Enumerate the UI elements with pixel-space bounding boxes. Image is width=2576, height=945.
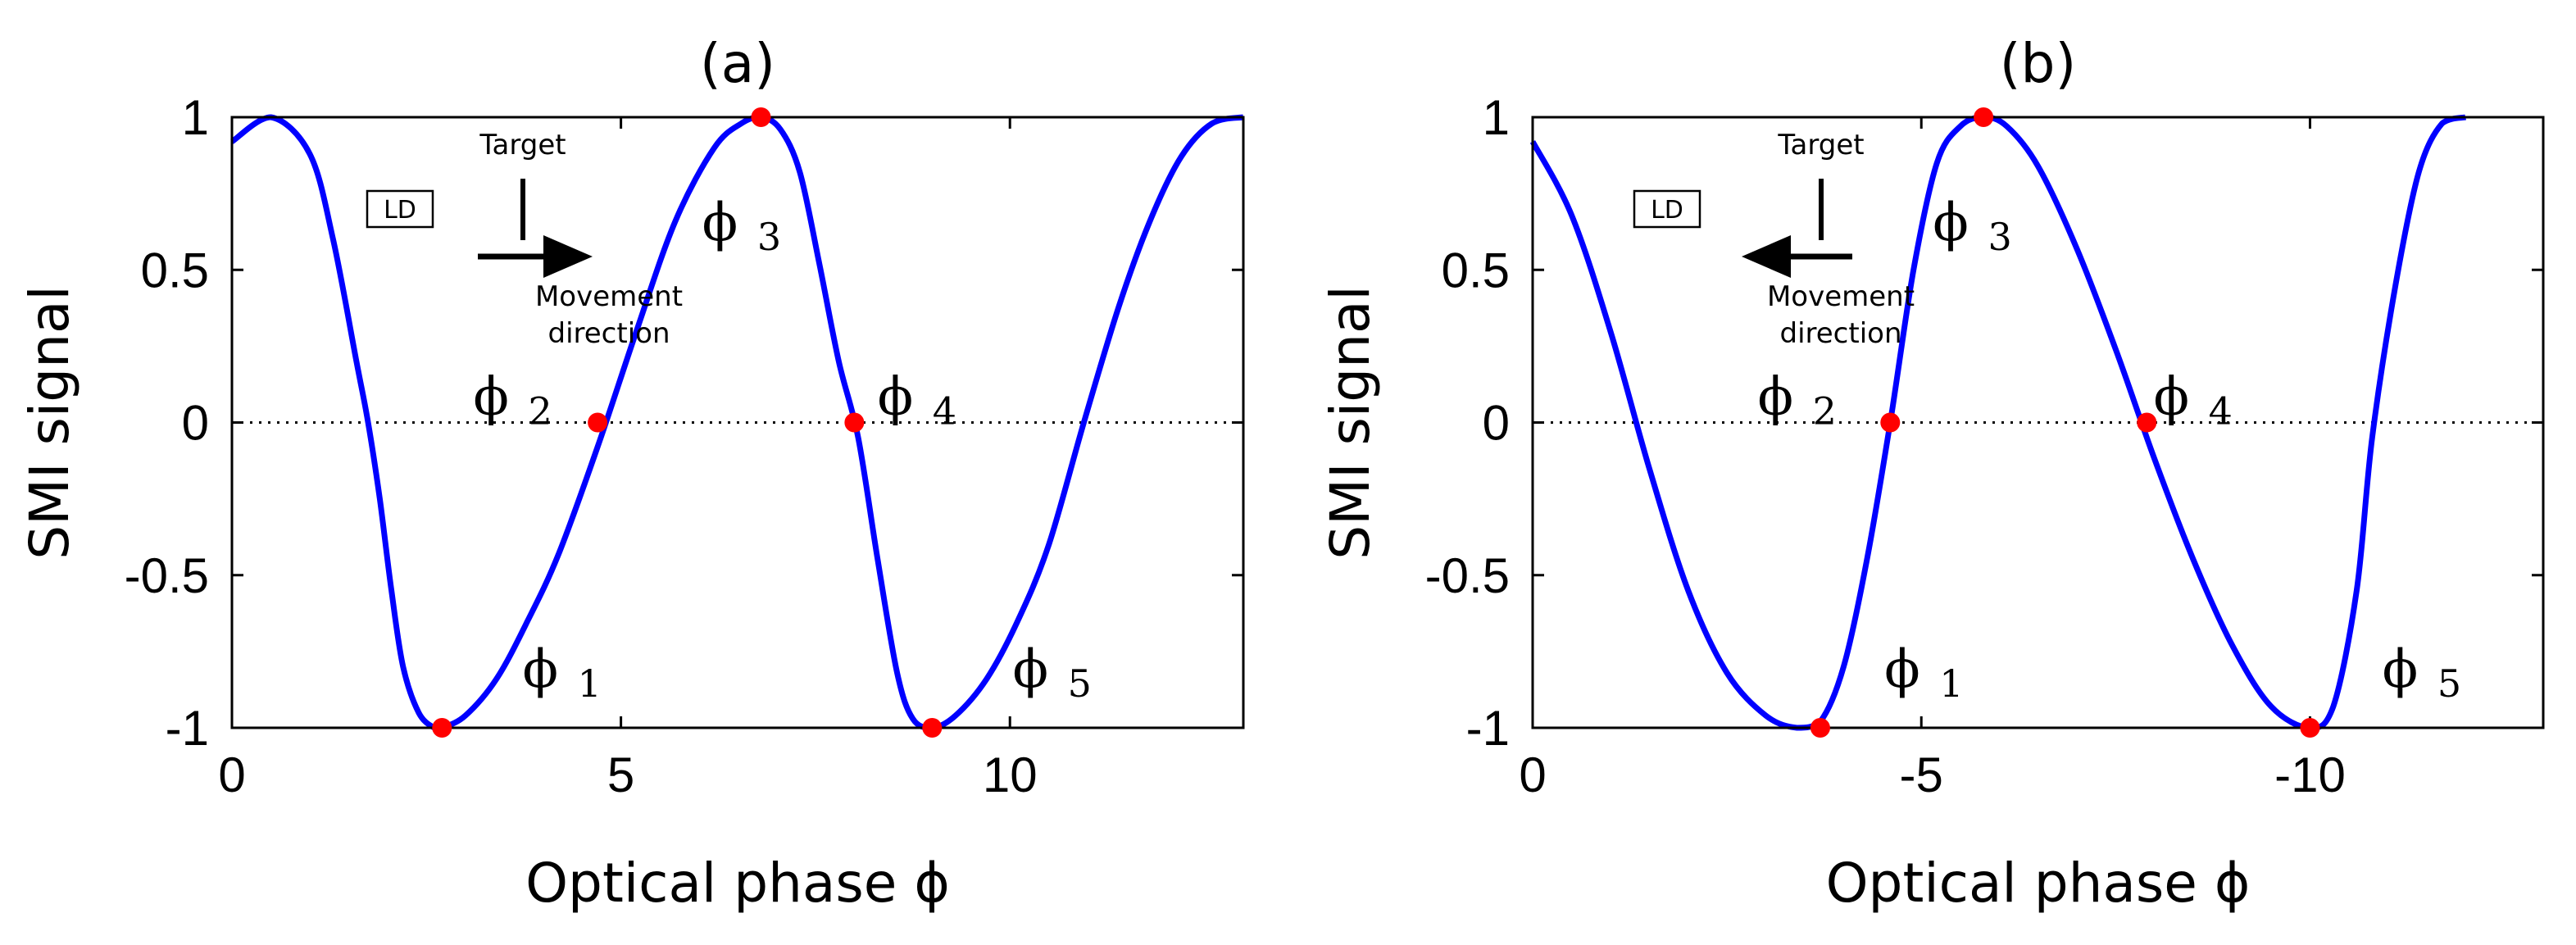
x-tick-label: 10 xyxy=(983,747,1038,802)
data-point xyxy=(432,718,452,738)
chart-title: (a) xyxy=(700,32,775,95)
phi-label: ϕ xyxy=(878,367,914,428)
phi-subscript: 5 xyxy=(2437,661,2461,706)
phi-label: ϕ xyxy=(2383,639,2419,700)
y-axis-label: SMI signal xyxy=(1319,285,1382,560)
data-point xyxy=(1974,107,1994,127)
target-label: Target xyxy=(479,129,566,161)
y-tick-label: 1 xyxy=(182,90,209,145)
phi-subscript: 2 xyxy=(528,389,552,434)
phi-label: ϕ xyxy=(1884,639,1920,700)
y-axis-label: SMI signal xyxy=(18,285,81,560)
ld-label: LD xyxy=(384,196,416,225)
phi-subscript: 2 xyxy=(1813,389,1837,434)
data-point xyxy=(844,412,865,433)
y-tick-label: 1 xyxy=(1483,90,1510,145)
phi-subscript: 1 xyxy=(578,661,602,706)
movement-arrow-head xyxy=(543,235,593,278)
phi-label: ϕ xyxy=(1757,367,1793,428)
target-label: Target xyxy=(1777,129,1864,161)
y-tick-label: -1 xyxy=(166,701,209,756)
y-tick-label: -1 xyxy=(1466,701,1510,756)
data-point xyxy=(1810,718,1830,738)
data-point xyxy=(922,718,943,738)
phi-subscript: 1 xyxy=(1939,661,1963,706)
y-tick-label: 0 xyxy=(1483,396,1510,451)
x-tick-label: -5 xyxy=(1900,747,1943,802)
x-tick-label: 0 xyxy=(218,747,245,802)
phi-subscript: 5 xyxy=(1068,661,1092,706)
x-tick-label: 0 xyxy=(1519,747,1546,802)
phi-label: ϕ xyxy=(2153,367,2189,428)
series-line xyxy=(229,114,1244,731)
chart-a: 0 5 10 1 0.5 0 -0.5 -1 (a) Optical phase ϕ SMI sig… xyxy=(18,32,1245,915)
y-tick-label: 0.5 xyxy=(141,243,209,298)
x-tick-label: -10 xyxy=(2274,747,2346,802)
x-axis-label: Optical phase ϕ xyxy=(1826,852,2251,915)
movement-arrow-head xyxy=(1742,235,1791,278)
ld-box xyxy=(366,189,434,229)
direction-label: direction xyxy=(1780,317,1902,350)
ld-label: LD xyxy=(1651,196,1683,225)
phi-subscript: 4 xyxy=(2209,389,2233,434)
phi-subscript: 3 xyxy=(1988,215,2011,259)
y-tick-label: 0 xyxy=(182,396,209,451)
x-tick-label: 5 xyxy=(607,747,634,802)
data-point xyxy=(2137,412,2157,433)
phi-label: ϕ xyxy=(1012,639,1048,700)
data-point xyxy=(2300,718,2320,738)
x-axis-label: Optical phase ϕ xyxy=(525,852,950,915)
chart-title: (b) xyxy=(2000,32,2076,95)
phi-label: ϕ xyxy=(702,193,738,253)
direction-label: direction xyxy=(548,317,670,350)
y-tick-label: -0.5 xyxy=(1425,548,1510,603)
data-point xyxy=(588,412,608,433)
phi-subscript: 4 xyxy=(933,389,956,434)
phi-label: ϕ xyxy=(1933,193,1969,253)
movement-label: Movement xyxy=(1767,280,1915,313)
data-point xyxy=(751,107,771,127)
y-tick-label: -0.5 xyxy=(125,548,209,603)
phi-label: ϕ xyxy=(473,367,509,428)
movement-label: Movement xyxy=(535,280,683,313)
y-tick-label: 0.5 xyxy=(1442,243,1510,298)
ld-box xyxy=(1633,189,1701,229)
phi-subscript: 3 xyxy=(757,215,781,259)
phi-label: ϕ xyxy=(522,639,558,700)
chart-b: 0 -5 -10 1 0.5 0 -0.5 -1 (b) Optical phase ϕ SMI s… xyxy=(1319,32,2545,915)
data-point xyxy=(1880,412,1901,433)
